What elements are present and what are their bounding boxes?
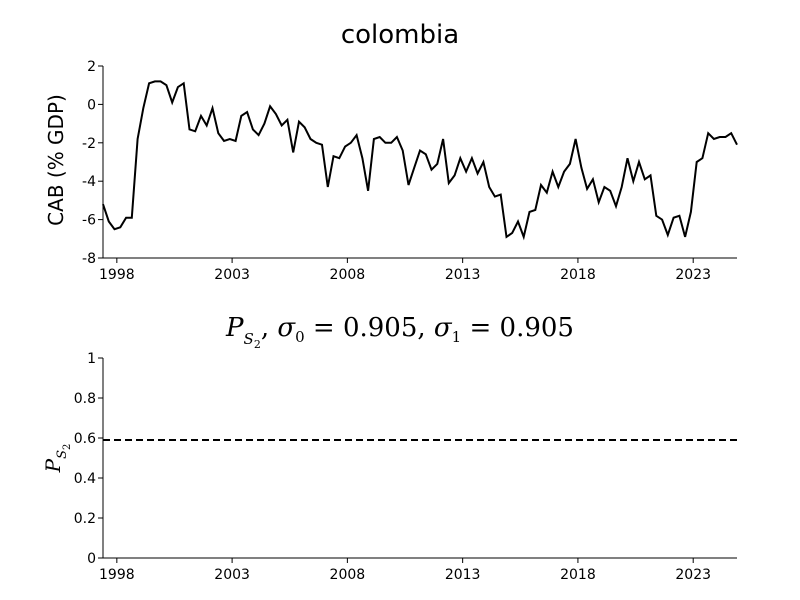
y-tick-label: -4 <box>82 174 96 190</box>
x-tick-label: 2003 <box>214 567 250 583</box>
chart-1: colombia CAB (% GDP) 2 0 -2 -4 -6 -8 1998 2003… <box>44 20 738 283</box>
x-tick-label: 2023 <box>675 567 711 583</box>
x-tick-label: 2008 <box>330 267 366 283</box>
y-tick-label: -8 <box>82 251 96 267</box>
x-tick-label: 1998 <box>99 567 135 583</box>
y-tick-label: 0 <box>87 551 96 567</box>
y-tick-label: -6 <box>82 213 96 229</box>
chart-2-title: PS2, σ0 = 0.905, σ1 = 0.905 <box>225 313 574 351</box>
x-tick-label: 1998 <box>99 267 135 283</box>
x-tick-label: 2008 <box>330 567 366 583</box>
x-tick-label: 2018 <box>560 267 596 283</box>
y-tick-label: -2 <box>82 136 96 152</box>
x-tick-label: 2018 <box>560 567 596 583</box>
x-tick-label: 2013 <box>445 267 481 283</box>
x-tick-label: 2023 <box>675 267 711 283</box>
y-tick-label: 0.2 <box>74 511 96 527</box>
y-tick-label: 0 <box>87 97 96 113</box>
series-line <box>102 80 738 241</box>
x-tick-label: 2013 <box>445 567 481 583</box>
y-tick-label: 1 <box>87 351 96 367</box>
y-tick-label: 0.6 <box>74 431 96 447</box>
chart-1-title: colombia <box>341 20 459 50</box>
chart-2: PS2, σ0 = 0.905, σ1 = 0.905 PS2 1 0.8 0.6 0… <box>41 313 737 583</box>
y-tick-label: 2 <box>87 59 96 75</box>
x-tick-label: 2003 <box>214 267 250 283</box>
chart-1-ylabel: CAB (% GDP) <box>44 94 68 226</box>
y-tick-label: 0.4 <box>74 471 96 487</box>
chart-2-ylabel: PS2 <box>41 444 73 474</box>
y-tick-label: 0.8 <box>74 391 96 407</box>
